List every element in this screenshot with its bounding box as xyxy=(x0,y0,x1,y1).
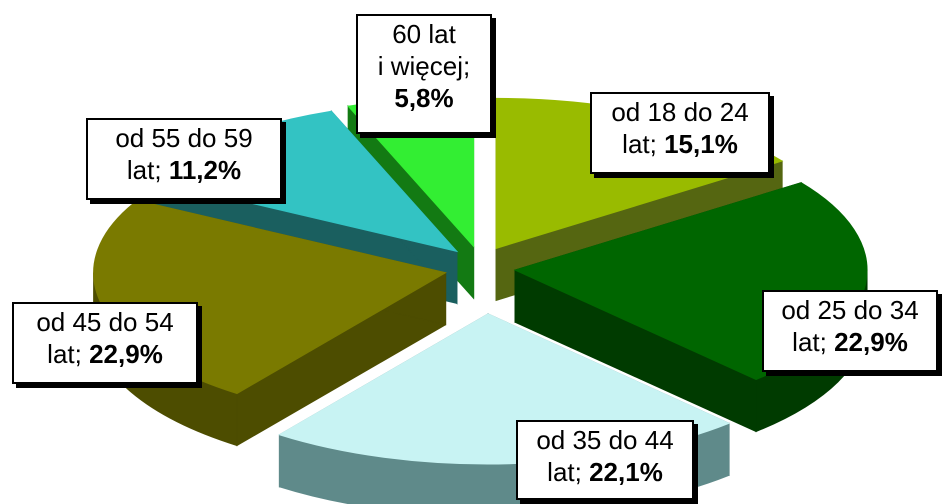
slice-label-line1: od 45 do 54 xyxy=(36,307,174,337)
slice-label-25-34: od 25 do 34 lat; 22,9% xyxy=(762,290,938,372)
slice-value: 15,1% xyxy=(664,129,738,159)
slice-label-line2: lat; xyxy=(792,327,827,357)
slice-value: 22,9% xyxy=(834,327,908,357)
slice-label-18-24: od 18 do 24 lat; 15,1% xyxy=(590,92,770,174)
slice-label-45-54: od 45 do 54 lat; 22,9% xyxy=(12,302,198,384)
slice-label-60-plus: 60 lat i więcej; 5,8% xyxy=(356,14,492,134)
slice-label-line1: od 18 do 24 xyxy=(611,97,749,127)
slice-label-line1: od 55 do 59 xyxy=(115,123,253,153)
slice-value: 11,2% xyxy=(168,155,242,185)
slice-label-line2: lat; xyxy=(622,129,657,159)
slice-label-line1: od 25 do 34 xyxy=(781,295,919,325)
slice-label-35-44: od 35 do 44 lat; 22,1% xyxy=(516,420,694,500)
slice-label-line1: od 35 do 44 xyxy=(536,425,674,455)
slice-label-line2: lat; xyxy=(547,457,582,487)
slice-label-line2: lat; xyxy=(47,339,82,369)
slice-label-55-59: od 55 do 59 lat; 11,2% xyxy=(86,118,282,200)
slice-value: 22,1% xyxy=(589,457,663,487)
slice-label-line2: lat; xyxy=(126,155,162,185)
slice-label-line1: 60 lat xyxy=(392,19,456,49)
slice-value: 5,8% xyxy=(394,83,454,113)
slice-label-line2: i więcej; xyxy=(377,51,471,81)
slice-value: 22,9% xyxy=(89,339,163,369)
